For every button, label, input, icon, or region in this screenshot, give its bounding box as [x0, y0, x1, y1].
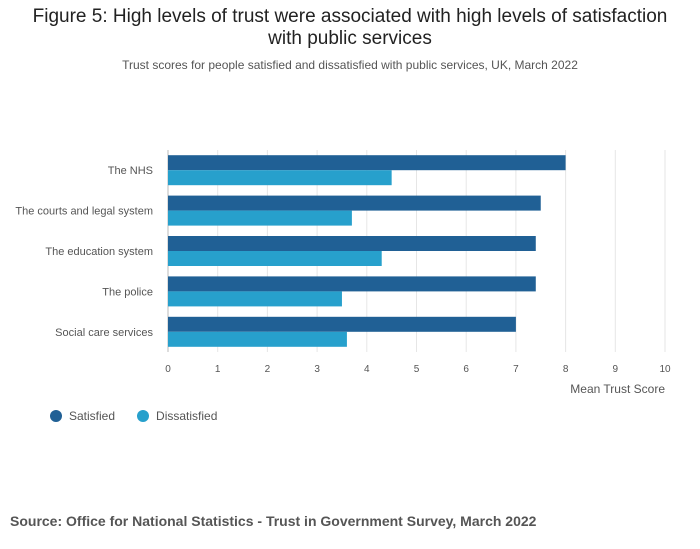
chart-title-line-1: Figure 5: High levels of trust were asso… — [32, 6, 668, 27]
y-category-label: The courts and legal system — [15, 206, 153, 218]
y-category-label: The education system — [45, 246, 153, 258]
bar-dissatisfied-1 — [168, 210, 352, 226]
x-tick-label-2: 2 — [265, 364, 271, 375]
x-tick-label-7: 7 — [513, 364, 519, 375]
x-tick-label-6: 6 — [463, 364, 469, 375]
bar-dissatisfied-0 — [168, 170, 392, 186]
bar-dissatisfied-3 — [168, 291, 342, 307]
legend-marker-dissatisfied — [137, 410, 150, 422]
bar-satisfied-4 — [168, 316, 516, 332]
chart-subtitle: Trust scores for people satisfied and di… — [122, 58, 578, 72]
chart-title-line-2: with public services — [268, 28, 432, 49]
x-tick-label-3: 3 — [314, 364, 320, 375]
x-tick-label-8: 8 — [563, 364, 569, 375]
legend-label-dissatisfied: Dissatisfied — [156, 409, 218, 423]
bar-satisfied-0 — [168, 155, 566, 171]
legend-item-satisfied[interactable]: Satisfied — [50, 409, 115, 423]
legend: Satisfied Dissatisfied — [50, 409, 217, 423]
legend-label-satisfied: Satisfied — [69, 409, 116, 423]
legend-marker-satisfied — [50, 410, 62, 422]
bar-dissatisfied-2 — [168, 251, 382, 266]
legend-item-dissatisfied[interactable]: Dissatisfied — [137, 409, 217, 423]
source-note: Source: Office for National Statistics -… — [10, 513, 537, 529]
y-category-label: The police — [102, 286, 153, 298]
bar-dissatisfied-4 — [168, 331, 347, 347]
bar-satisfied-3 — [168, 276, 536, 292]
x-tick-label-5: 5 — [414, 364, 420, 375]
chart-title: Figure 5: High levels of trust were asso… — [0, 6, 700, 50]
bar-satisfied-1 — [168, 195, 541, 211]
y-category-label: Social care services — [55, 327, 153, 339]
x-tick-label-1: 1 — [215, 364, 221, 375]
x-tick-label-0: 0 — [165, 364, 171, 375]
x-tick-label-10: 10 — [659, 364, 671, 375]
y-category-label: The NHS — [108, 165, 153, 177]
x-axis-label: Mean Trust Score — [570, 382, 665, 396]
x-tick-label-4: 4 — [364, 364, 370, 375]
bar-satisfied-2 — [168, 236, 536, 251]
x-tick-label-9: 9 — [613, 364, 619, 375]
